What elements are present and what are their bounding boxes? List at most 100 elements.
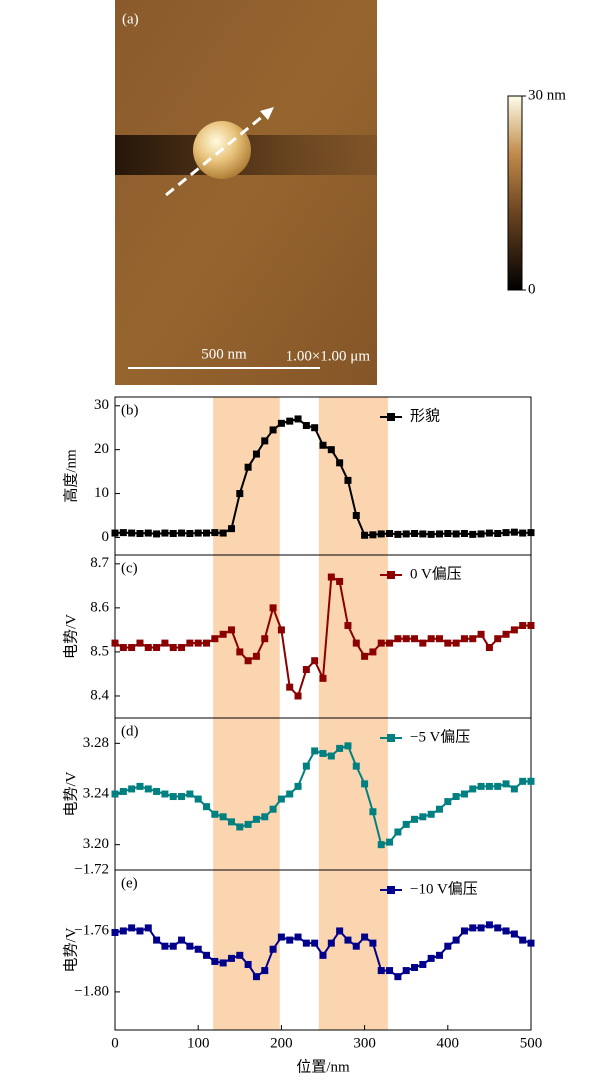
legend-marker: [387, 886, 395, 894]
point: [336, 459, 344, 467]
point: [294, 933, 302, 941]
y-tick-label: 3.20: [83, 836, 109, 852]
arrow-head: [260, 107, 274, 120]
point: [194, 795, 202, 803]
point: [244, 820, 252, 828]
point: [302, 939, 310, 947]
y-tick-label: −1.72: [74, 861, 109, 877]
legend-label: −10 V偏压: [410, 880, 478, 897]
point: [186, 529, 194, 537]
point: [444, 798, 452, 806]
colorbar-tick-label: 30 nm: [528, 87, 566, 103]
point: [219, 529, 227, 537]
y-tick-label: −1.80: [74, 983, 109, 999]
y-tick-label: 20: [94, 441, 109, 457]
point: [161, 529, 169, 537]
point: [178, 936, 186, 944]
point: [427, 954, 435, 962]
point: [386, 838, 394, 846]
point: [469, 530, 477, 538]
point: [294, 782, 302, 790]
point: [236, 648, 244, 656]
point: [377, 530, 385, 538]
point: [144, 529, 152, 537]
legend-marker: [387, 571, 395, 579]
y-tick-label: 8.6: [90, 599, 109, 615]
point: [252, 815, 260, 823]
point: [169, 644, 177, 652]
point: [444, 639, 452, 647]
legend-marker: [387, 734, 395, 742]
point: [119, 927, 127, 935]
point: [128, 644, 136, 652]
point: [277, 795, 285, 803]
point: [319, 674, 327, 682]
point: [227, 626, 235, 634]
highlight-band: [318, 870, 388, 1030]
point: [286, 683, 294, 691]
point: [211, 957, 219, 965]
point: [119, 529, 127, 537]
point: [244, 960, 252, 968]
point: [402, 967, 410, 975]
point: [427, 635, 435, 643]
point: [460, 790, 468, 798]
point: [460, 635, 468, 643]
point: [227, 954, 235, 962]
point: [327, 573, 335, 581]
point: [144, 785, 152, 793]
point: [527, 939, 535, 947]
point: [502, 927, 510, 935]
point: [327, 446, 335, 454]
point: [252, 450, 260, 458]
highlight-band: [318, 397, 388, 555]
point: [211, 635, 219, 643]
point: [444, 529, 452, 537]
point: [460, 529, 468, 537]
point: [227, 818, 235, 826]
point: [469, 924, 477, 932]
point: [477, 924, 485, 932]
y-tick-label: 8.4: [90, 687, 109, 703]
point: [502, 529, 510, 537]
point: [477, 530, 485, 538]
point: [286, 417, 294, 425]
point: [352, 512, 360, 519]
panel-label: (c): [121, 560, 138, 576]
point: [369, 648, 377, 656]
point: [502, 780, 510, 788]
point: [460, 927, 468, 935]
point: [477, 630, 485, 638]
point: [153, 644, 161, 652]
image-size: 1.00×1.00 μm: [286, 348, 371, 364]
point: [153, 936, 161, 944]
point: [269, 805, 277, 813]
point: [494, 782, 502, 790]
plot-frame: [114, 869, 532, 1031]
point: [344, 621, 352, 629]
point: [111, 790, 119, 798]
point: [186, 639, 194, 647]
point: [327, 752, 335, 760]
point: [169, 529, 177, 537]
point: [178, 793, 186, 801]
point: [203, 951, 211, 959]
point: [211, 810, 219, 818]
point: [236, 951, 244, 959]
point: [394, 530, 402, 538]
point: [435, 805, 443, 813]
point: [510, 626, 518, 634]
point: [361, 531, 369, 539]
point: [302, 762, 310, 770]
point: [111, 639, 119, 647]
point: [194, 639, 202, 647]
point: [344, 476, 352, 484]
point: [302, 666, 310, 674]
point: [136, 529, 144, 537]
point: [435, 951, 443, 959]
point: [277, 626, 285, 634]
point: [203, 803, 211, 811]
point: [419, 639, 427, 647]
point: [319, 951, 327, 959]
